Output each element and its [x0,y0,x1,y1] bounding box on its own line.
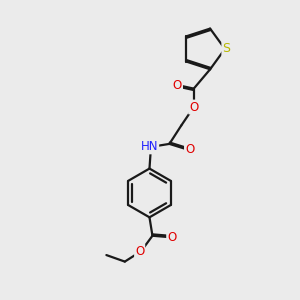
Text: O: O [167,231,176,244]
Text: O: O [185,143,194,156]
Text: O: O [135,245,144,258]
Text: S: S [222,42,230,56]
Text: HN: HN [141,140,158,153]
Text: O: O [173,79,182,92]
Text: O: O [189,100,198,113]
